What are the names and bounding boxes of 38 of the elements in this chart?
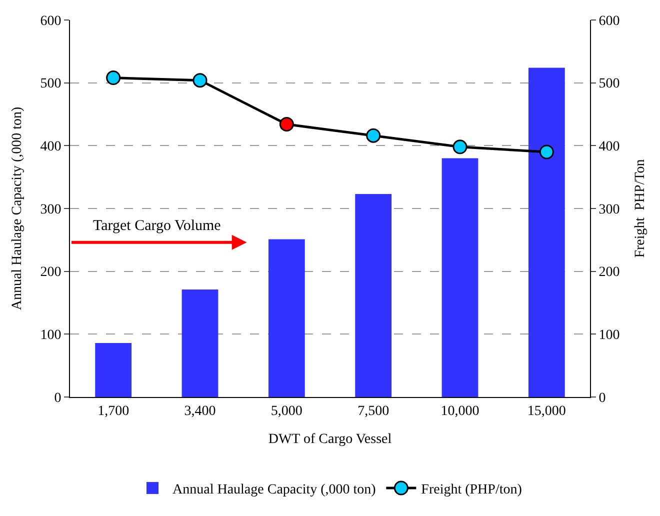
y2-tick-label: 400	[598, 140, 620, 155]
annotation: Target Cargo Volume	[93, 218, 222, 234]
x-tick-label: 1,700	[98, 404, 130, 419]
point	[366, 128, 381, 143]
point	[539, 144, 554, 160]
x-axis-title: DWT of Cargo Vessel	[268, 432, 392, 448]
point	[106, 70, 121, 86]
bar	[182, 290, 218, 397]
bar	[528, 68, 565, 397]
bar	[442, 158, 478, 397]
x-tick-label: 10,000	[440, 404, 480, 419]
y-tick-label: 500	[40, 76, 62, 92]
y2-tick-label: 200	[598, 265, 620, 280]
y2-tick-label: 500	[598, 76, 620, 92]
y-tick-label: 200	[40, 265, 62, 280]
bar	[355, 194, 392, 397]
y-tick-label: 400	[40, 140, 62, 155]
y2-tick-label: 0	[598, 390, 606, 406]
y2-axis-title: Freight PHP/Ton	[633, 159, 648, 258]
x-tick-label: 5,000	[270, 404, 302, 419]
x-tick-label: 7,500	[358, 404, 390, 419]
bar	[268, 239, 305, 397]
y-tick-label: 300	[40, 202, 62, 218]
y-tick-label: 0	[54, 390, 62, 406]
legend-label: Annual Haulage Capacity (,000 ton)	[172, 482, 376, 498]
y2-tick-label: 300	[598, 202, 620, 218]
point	[452, 140, 468, 154]
y2-tick-label: 100	[598, 328, 620, 344]
y-tick-label: 600	[40, 14, 62, 29]
point	[192, 73, 208, 88]
point	[279, 117, 294, 132]
y-axis-title: Annual Haulage Capacity (,000 ton)	[10, 106, 25, 310]
x-tick-label: 15,000	[527, 404, 566, 419]
x-tick-label: 3,400	[184, 404, 216, 419]
y2-tick-label: 600	[598, 14, 620, 29]
legend-label: Freight (PHP/ton)	[421, 482, 522, 498]
bar	[95, 342, 132, 397]
y-tick-label: 100	[40, 328, 62, 344]
